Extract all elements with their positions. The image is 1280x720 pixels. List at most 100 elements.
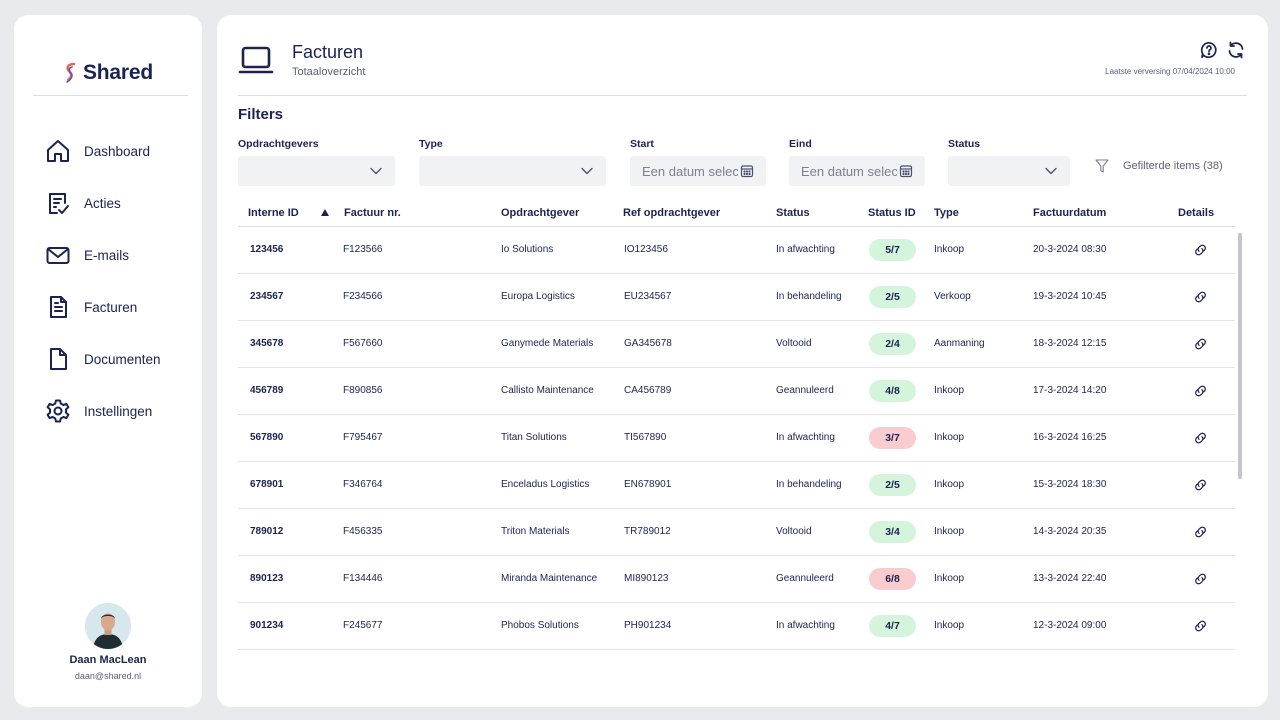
link-icon[interactable]	[1193, 243, 1208, 258]
shared-logo-icon	[66, 62, 76, 83]
status-id-badge: 2/5	[869, 286, 916, 308]
sidebar-divider	[33, 95, 188, 96]
cell-status: Geannuleerd	[776, 385, 834, 396]
link-icon[interactable]	[1193, 619, 1208, 634]
sidebar-item-emails[interactable]: E-mails	[44, 229, 161, 281]
cell-status: In behandeling	[776, 479, 842, 490]
column-status-id[interactable]: Status ID	[868, 207, 916, 219]
link-icon[interactable]	[1193, 478, 1208, 493]
table-row[interactable]: 345678 F567660 Ganymede Materials GA345678 V…	[238, 321, 1235, 368]
cell-factuur-nr: F234566	[343, 291, 383, 302]
cell-type: Inkoop	[934, 244, 965, 255]
link-icon[interactable]	[1193, 337, 1208, 352]
link-icon[interactable]	[1193, 290, 1208, 305]
cell-ref-opdrachtgever: GA345678	[624, 338, 672, 349]
sort-up-icon[interactable]	[321, 209, 329, 216]
invoices-table: Interne ID Factuur nr. Opdrachtgever Ref…	[238, 202, 1235, 650]
cell-factuur-nr: F456335	[343, 526, 383, 537]
chevron-down-icon	[1045, 167, 1057, 175]
cell-status: Geannuleerd	[776, 573, 834, 584]
page-title: Facturen	[292, 42, 364, 62]
table-scrollbar[interactable]	[1238, 233, 1242, 479]
table-row[interactable]: 234567 F234566 Europa Logistics EU234567 In …	[238, 274, 1235, 321]
cell-factuurdatum: 17-3-2024 14:20	[1033, 385, 1107, 396]
eind-label: Eind	[789, 138, 812, 150]
logo-text: Shared	[83, 61, 153, 84]
cell-factuurdatum: 13-3-2024 22:40	[1033, 573, 1107, 584]
cell-interne-id: 901234	[250, 620, 284, 631]
column-opdrachtgever[interactable]: Opdrachtgever	[501, 207, 580, 219]
sidebar-item-label: Documenten	[84, 351, 161, 367]
table-row[interactable]: 567890 F795467 Titan Solutions TI567890 In a…	[238, 415, 1235, 462]
cell-type: Inkoop	[934, 385, 965, 396]
cell-status: Voltooid	[776, 526, 812, 537]
page-subtitle: Totaaloverzicht	[292, 66, 366, 78]
cell-factuurdatum: 15-3-2024 18:30	[1033, 479, 1107, 490]
cell-opdrachtgever: Ganymede Materials	[501, 338, 594, 349]
avatar-image	[85, 603, 131, 649]
start-date-picker[interactable]: Een datum selec	[630, 156, 766, 186]
refresh-icon[interactable]	[1227, 41, 1245, 59]
calendar-icon[interactable]	[899, 164, 913, 178]
table-row[interactable]: 456789 F890856 Callisto Maintenance CA45678…	[238, 368, 1235, 415]
header-divider	[238, 95, 1247, 96]
cell-factuur-nr: F245677	[343, 620, 383, 631]
column-ref-opdrachtgever[interactable]: Ref opdrachtgever	[623, 207, 721, 219]
status-id-badge: 6/8	[869, 568, 916, 590]
eind-date-picker[interactable]: Een datum selec	[789, 156, 925, 186]
table-row[interactable]: 123456 F123566 Io Solutions IO123456 In afwa…	[238, 227, 1235, 274]
calendar-icon[interactable]	[740, 164, 754, 178]
cell-ref-opdrachtgever: PH901234	[624, 620, 672, 631]
column-details: Details	[1178, 207, 1215, 219]
link-icon[interactable]	[1193, 572, 1208, 587]
column-type[interactable]: Type	[934, 207, 959, 219]
cell-opdrachtgever: Io Solutions	[501, 244, 554, 255]
cell-factuurdatum: 19-3-2024 10:45	[1033, 291, 1107, 302]
opdrachtgevers-dropdown[interactable]	[238, 156, 395, 186]
cell-factuurdatum: 14-3-2024 20:35	[1033, 526, 1107, 537]
link-icon[interactable]	[1193, 431, 1208, 446]
status-id-badge: 2/4	[869, 333, 916, 355]
mail-icon	[46, 247, 70, 264]
sidebar-item-dashboard[interactable]: Dashboard	[44, 125, 161, 177]
sidebar-item-facturen[interactable]: Facturen	[44, 281, 161, 333]
logo[interactable]: Shared	[14, 61, 202, 85]
sidebar-item-label: E-mails	[84, 247, 130, 263]
cell-ref-opdrachtgever: IO123456	[624, 244, 668, 255]
table-row[interactable]: 789012 F456335 Triton Materials TR789012 Vol…	[238, 509, 1235, 556]
table-row[interactable]: 890123 F134446 Miranda Maintenance MI890123…	[238, 556, 1235, 603]
filtered-items[interactable]: Gefilterde items (38)	[1095, 158, 1223, 174]
cell-ref-opdrachtgever: EN678901	[624, 479, 672, 490]
cell-interne-id: 234567	[250, 291, 284, 302]
column-status[interactable]: Status	[776, 207, 810, 219]
table-row[interactable]: 901234 F245677 Phobos Solutions PH901234 In …	[238, 603, 1235, 650]
cell-type: Inkoop	[934, 479, 965, 490]
column-interne-id[interactable]: Interne ID	[248, 207, 299, 219]
chevron-down-icon	[581, 167, 593, 175]
help-icon[interactable]	[1200, 41, 1218, 59]
sidebar-item-acties[interactable]: Acties	[44, 177, 161, 229]
sidebar-item-documenten[interactable]: Documenten	[44, 333, 161, 385]
cell-factuur-nr: F567660	[343, 338, 383, 349]
cell-interne-id: 789012	[250, 526, 284, 537]
status-id-badge: 4/8	[869, 380, 916, 402]
avatar[interactable]	[85, 603, 131, 649]
sidebar-nav: Dashboard Acties E-mails Facturen	[44, 125, 161, 437]
link-icon[interactable]	[1193, 525, 1208, 540]
gear-icon	[46, 399, 70, 423]
main-panel: Facturen Totaaloverzicht Laatste ververs…	[217, 15, 1268, 707]
user-profile[interactable]: Daan MacLean daan@shared.nl	[14, 603, 202, 681]
cell-opdrachtgever: Enceladus Logistics	[501, 479, 590, 490]
cell-opdrachtgever: Callisto Maintenance	[501, 385, 594, 396]
column-factuur-nr[interactable]: Factuur nr.	[344, 207, 401, 219]
filter-icon	[1095, 159, 1109, 173]
status-id-badge: 5/7	[869, 239, 916, 261]
status-id-badge: 3/7	[869, 427, 916, 449]
type-dropdown[interactable]	[419, 156, 606, 186]
start-label: Start	[630, 138, 654, 150]
sidebar-item-instellingen[interactable]: Instellingen	[44, 385, 161, 437]
status-dropdown[interactable]	[948, 156, 1070, 186]
column-factuurdatum[interactable]: Factuurdatum	[1033, 207, 1107, 219]
link-icon[interactable]	[1193, 384, 1208, 399]
table-row[interactable]: 678901 F346764 Enceladus Logistics EN678901…	[238, 462, 1235, 509]
